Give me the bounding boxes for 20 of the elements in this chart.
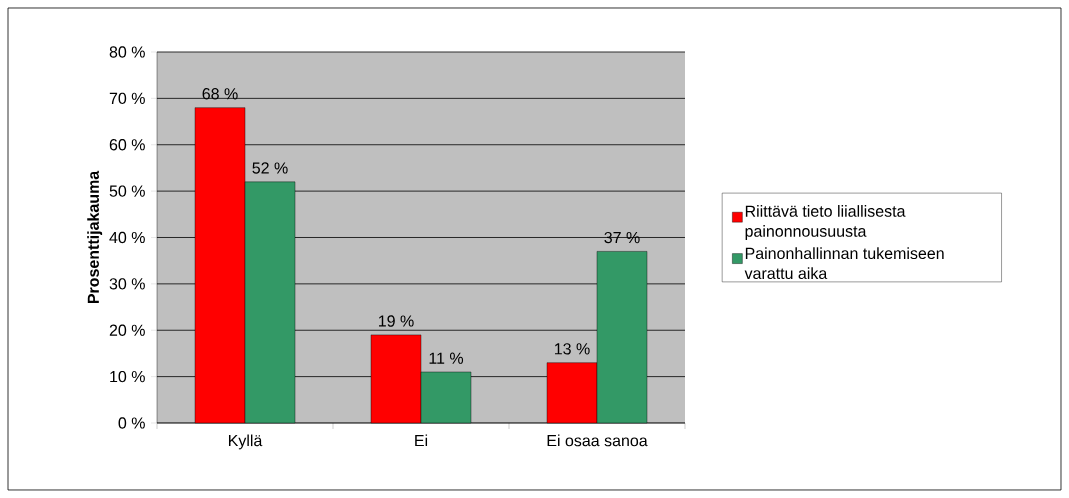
y-tick-label: 70 % — [109, 92, 145, 105]
y-tick-label: 0 % — [118, 417, 145, 429]
y-tick-label: 10 % — [110, 370, 145, 383]
x-tick-label: Ei — [415, 434, 428, 447]
y-axis-title: Prosenttijakauma — [87, 170, 103, 304]
data-label: 68 % — [202, 88, 238, 100]
y-tick-label: 40 % — [109, 231, 145, 244]
x-tick-label: Ei osaa sanoa — [547, 434, 648, 447]
data-label: 52 % — [252, 162, 288, 174]
data-label: 13 % — [554, 343, 590, 355]
y-tick-label: 50 % — [109, 185, 145, 197]
y-tick-label: 30 % — [109, 278, 145, 290]
x-tick-label: Kyllä — [228, 434, 263, 450]
data-label: 11 % — [429, 352, 464, 364]
y-tick-label: 20 % — [109, 324, 145, 336]
y-tick-label: 80 % — [109, 46, 145, 58]
data-label: 19 % — [378, 315, 414, 327]
legend-label: Riittävä tieto liiallisesta painonnousuusta — [745, 205, 906, 241]
y-tick-label: 60 % — [109, 139, 145, 151]
legend-label: Painonhallinnan tukemiseen varattu aika — [744, 247, 944, 280]
